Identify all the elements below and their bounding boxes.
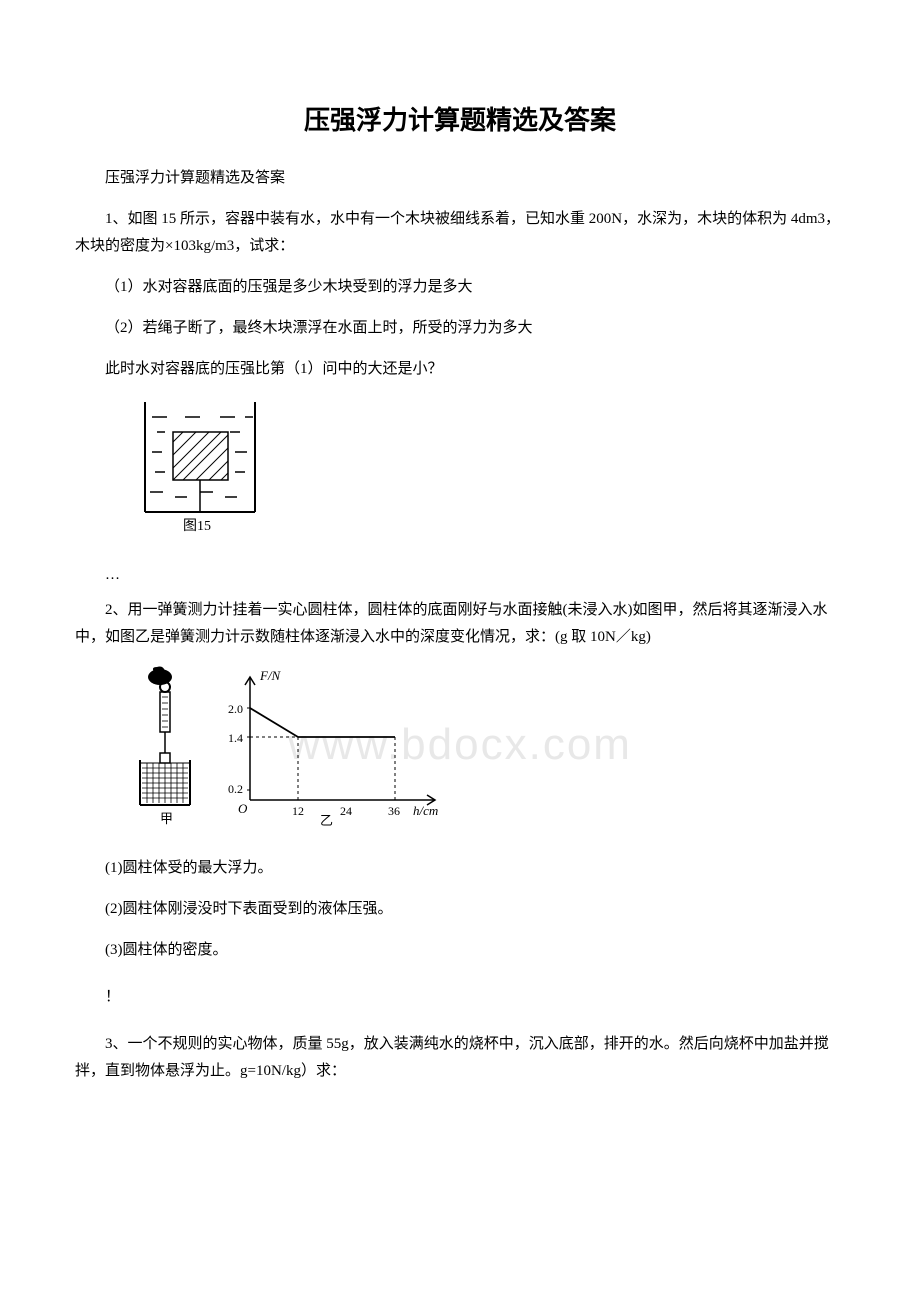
q1-part1: （1）水对容器底面的压强是多少木块受到的浮力是多大 <box>75 274 845 301</box>
document-content: 压强浮力计算题精选及答案 压强浮力计算题精选及答案 1、如图 15 所示，容器中… <box>75 100 845 1085</box>
fig15-label: 图15 <box>183 519 211 534</box>
ytick-0.2: 0.2 <box>228 782 243 796</box>
origin-label: O <box>238 801 248 816</box>
container-diagram: 图15 <box>135 397 265 537</box>
exclaim-marker: ！ <box>75 984 845 1011</box>
q3-stem: 3、一个不规则的实心物体，质量 55g，放入装满纯水的烧杯中，沉入底部，排开的水… <box>75 1031 845 1085</box>
q2-stem: 2、用一弹簧测力计挂着一实心圆柱体，圆柱体的底面刚好与水面接触(未浸入水)如图甲… <box>75 597 845 651</box>
spring-scale-graph: 甲 F/N h/cm O 2.0 1.4 0.2 12 24 36 <box>135 665 455 830</box>
subtitle: 压强浮力计算题精选及答案 <box>75 165 845 192</box>
label-yi: 乙 <box>320 813 333 828</box>
xtick-36: 36 <box>388 804 400 818</box>
q2-part2: (2)圆柱体刚浸没时下表面受到的液体压强。 <box>75 896 845 923</box>
q2-part1: (1)圆柱体受的最大浮力。 <box>75 855 845 882</box>
document-title: 压强浮力计算题精选及答案 <box>75 100 845 137</box>
ytick-1.4: 1.4 <box>228 731 243 745</box>
q2-part3: (3)圆柱体的密度。 <box>75 937 845 964</box>
ellipsis-marker: … <box>75 562 845 589</box>
q1-part3: 此时水对容器底的压强比第（1）问中的大还是小？ <box>75 356 845 383</box>
y-axis-label: F/N <box>259 668 282 683</box>
figure-15: 图15 <box>135 397 845 542</box>
q1-part2: （2）若绳子断了，最终木块漂浮在水面上时，所受的浮力为多大 <box>75 315 845 342</box>
xtick-12: 12 <box>292 804 304 818</box>
ytick-2.0: 2.0 <box>228 702 243 716</box>
q1-stem: 1、如图 15 所示，容器中装有水，水中有一个木块被细线系着，已知水重 200N… <box>75 206 845 260</box>
figure-q2: 甲 F/N h/cm O 2.0 1.4 0.2 12 24 36 <box>135 665 845 835</box>
x-axis-label: h/cm <box>413 803 438 818</box>
label-jia: 甲 <box>160 811 173 826</box>
xtick-24: 24 <box>340 804 352 818</box>
